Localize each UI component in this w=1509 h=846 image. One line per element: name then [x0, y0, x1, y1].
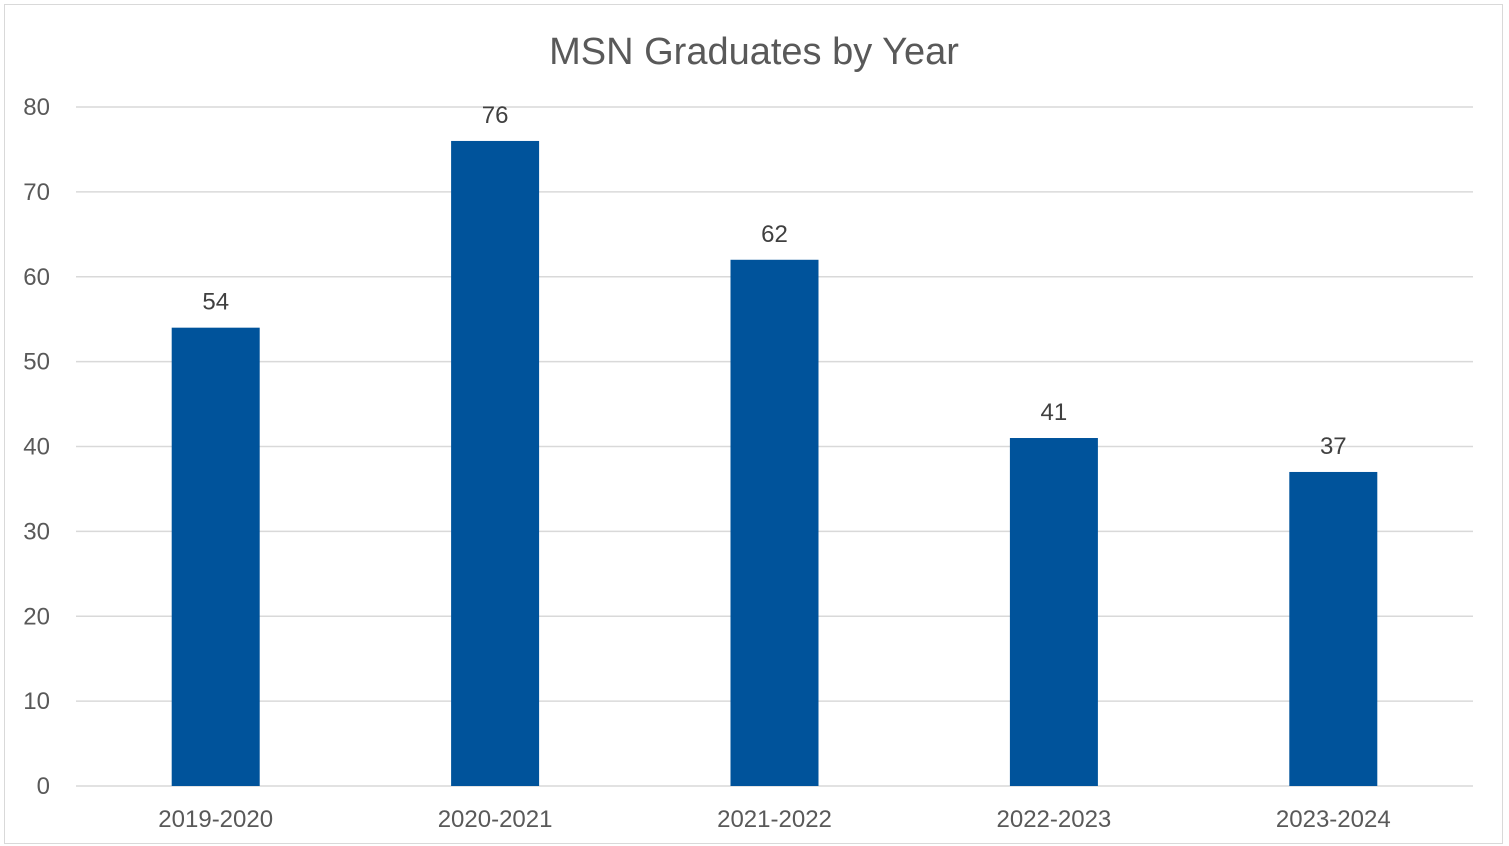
x-tick-label: 2022-2023 [997, 806, 1112, 833]
data-label: 62 [761, 221, 788, 248]
chart-title: MSN Graduates by Year [549, 31, 959, 73]
bar [451, 140, 540, 786]
bar [1009, 438, 1098, 786]
y-tick-label: 30 [23, 518, 50, 545]
data-label: 37 [1320, 433, 1347, 460]
y-tick-label: 80 [23, 94, 50, 121]
y-tick-label: 60 [23, 264, 50, 291]
bar [1289, 471, 1378, 786]
data-labels: 54 76 62 41 37 [202, 102, 1346, 460]
y-tick-label: 40 [23, 434, 50, 461]
y-tick-label: 50 [23, 349, 50, 376]
x-tick-label: 2020-2021 [438, 806, 553, 833]
y-tick-label: 10 [23, 688, 50, 715]
bar [730, 259, 819, 786]
y-tick-label: 20 [23, 603, 50, 630]
y-tick-label: 70 [23, 179, 50, 206]
data-label: 76 [482, 102, 509, 129]
bars [171, 140, 1378, 786]
bar [171, 327, 260, 786]
x-tick-label: 2023-2024 [1276, 806, 1391, 833]
data-label: 54 [202, 289, 229, 316]
y-tick-label: 0 [37, 773, 50, 800]
y-axis-ticks: 0 10 20 30 40 50 60 70 80 [23, 94, 50, 800]
x-tick-label: 2019-2020 [158, 806, 273, 833]
x-tick-label: 2021-2022 [717, 806, 832, 833]
x-axis-ticks: 2019-2020 2020-2021 2021-2022 2022-2023 2023… [158, 806, 1390, 833]
data-label: 41 [1041, 399, 1068, 426]
